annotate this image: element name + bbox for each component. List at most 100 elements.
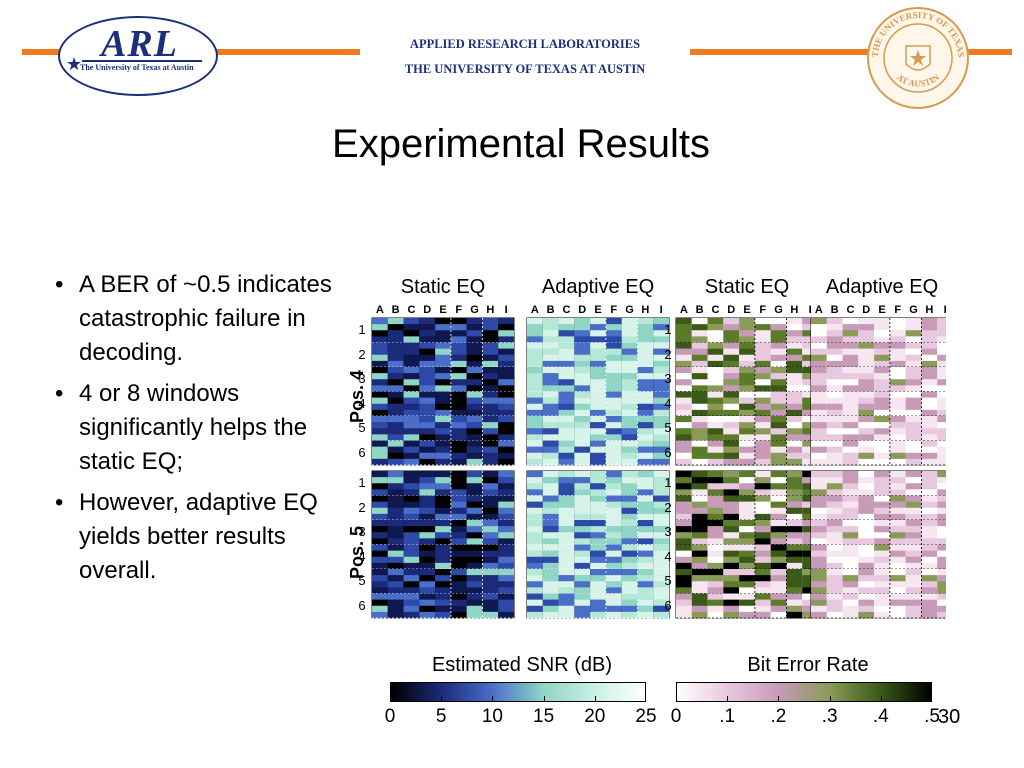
heatmap-cell [621, 581, 638, 588]
heatmap-cell [403, 336, 420, 343]
heatmap-cell [905, 379, 922, 386]
heatmap-cell [637, 593, 654, 600]
heatmap-cell [723, 575, 740, 582]
heatmap-cell [419, 471, 436, 478]
heatmap-cell [372, 446, 388, 454]
heatmap-cell [542, 428, 559, 435]
heatmap-cell [905, 397, 922, 405]
heatmap-cell [826, 409, 843, 417]
heatmap-cell [653, 526, 669, 533]
row-label: 1 [358, 322, 366, 337]
heatmap-cell [826, 416, 843, 423]
heatmap-cell [653, 336, 669, 343]
heatmap-cell [811, 550, 827, 558]
heatmap-cell [905, 318, 922, 325]
heatmap-cell [802, 336, 818, 343]
heatmap-cell [842, 471, 859, 478]
heatmap-cell [842, 342, 859, 349]
heatmap-cell [558, 354, 575, 362]
heatmap-cell [921, 360, 938, 368]
heatmap-cell [466, 403, 483, 411]
heatmap-cell [653, 403, 669, 411]
heatmap-cell [826, 385, 843, 392]
heatmap-cell [372, 440, 388, 447]
heatmap-cell [435, 452, 451, 460]
heatmap-cell [874, 391, 890, 398]
heatmap-cell [874, 397, 890, 405]
heatmap-cell [574, 446, 591, 454]
ber-colorbar-tick-label: .5 [924, 706, 940, 727]
heatmap-cell [590, 422, 606, 429]
heatmap-cell [905, 483, 922, 490]
heatmap-cell [826, 434, 843, 441]
heatmap-cell [419, 379, 436, 386]
heatmap-cell [842, 483, 859, 490]
snr-colorbar-tick-label: 5 [435, 706, 447, 727]
heatmap-cell [754, 471, 771, 478]
heatmap-cell [387, 409, 404, 417]
heatmap-cell [466, 422, 483, 429]
heatmap-cell [676, 562, 692, 570]
heatmap-cell [889, 409, 906, 417]
ber-colorbar-tick [829, 696, 831, 702]
heatmap-cell [435, 562, 451, 570]
heatmap-cell [770, 477, 787, 484]
heatmap-cell [842, 575, 859, 582]
heatmap-cell [387, 360, 404, 368]
heatmap-cell [723, 538, 740, 545]
heatmap-cell [739, 575, 755, 582]
heatmap-cell [739, 440, 755, 447]
heatmap-cell [387, 526, 404, 533]
heatmap-cell [826, 520, 843, 527]
heatmap-cell [527, 342, 543, 349]
heatmap-cell [403, 416, 420, 423]
column-label: G [774, 304, 783, 316]
heatmap-cell [450, 434, 467, 441]
snr-colorbar-tick [594, 696, 596, 702]
heatmap-cell [542, 520, 559, 527]
heatmap-cell [691, 446, 708, 454]
heatmap-cell [826, 452, 843, 460]
heatmap-cell [921, 513, 938, 521]
heatmap-cell [786, 440, 803, 447]
heatmap-cell [826, 458, 843, 466]
heatmap-cell [676, 318, 692, 325]
heatmap-cell [691, 416, 708, 423]
heatmap-cell [574, 538, 591, 545]
heatmap-cell [770, 354, 787, 362]
heatmap-cell [889, 330, 906, 337]
heatmap-cell [558, 562, 575, 570]
heatmap-cell [786, 403, 803, 411]
heatmap-cell [590, 367, 606, 374]
heatmap-cell [482, 397, 499, 405]
heatmap-cell [858, 507, 875, 515]
heatmap-cell [707, 446, 724, 454]
heatmap-cell [826, 477, 843, 484]
heatmap-cell [450, 501, 467, 509]
heatmap-cell [889, 373, 906, 380]
heatmap-cell [450, 354, 467, 362]
heatmap-cell [372, 367, 388, 374]
heatmap-cell [542, 544, 559, 551]
heatmap-cell [707, 360, 724, 368]
heatmap-cell [676, 526, 692, 533]
heatmap-cell [676, 599, 692, 607]
heatmap-cell [605, 471, 622, 478]
heatmap-cell [403, 556, 420, 564]
heatmap-cell [372, 556, 388, 564]
heatmap-cell [676, 483, 692, 490]
heatmap-cell [372, 501, 388, 509]
heatmap-cell [419, 556, 436, 564]
heatmap-cell [558, 538, 575, 545]
column-label: E [743, 304, 751, 316]
heatmap-cell [450, 360, 467, 368]
heatmap-cell [786, 397, 803, 405]
heatmap-cell [723, 532, 740, 539]
heatmap-cell [842, 367, 859, 374]
heatmap-cell [811, 348, 827, 356]
heatmap-cell [450, 599, 467, 607]
heatmap-cell [527, 397, 543, 405]
heatmap-cell [842, 416, 859, 423]
heatmap-cell [676, 336, 692, 343]
heatmap-cell [874, 538, 890, 545]
